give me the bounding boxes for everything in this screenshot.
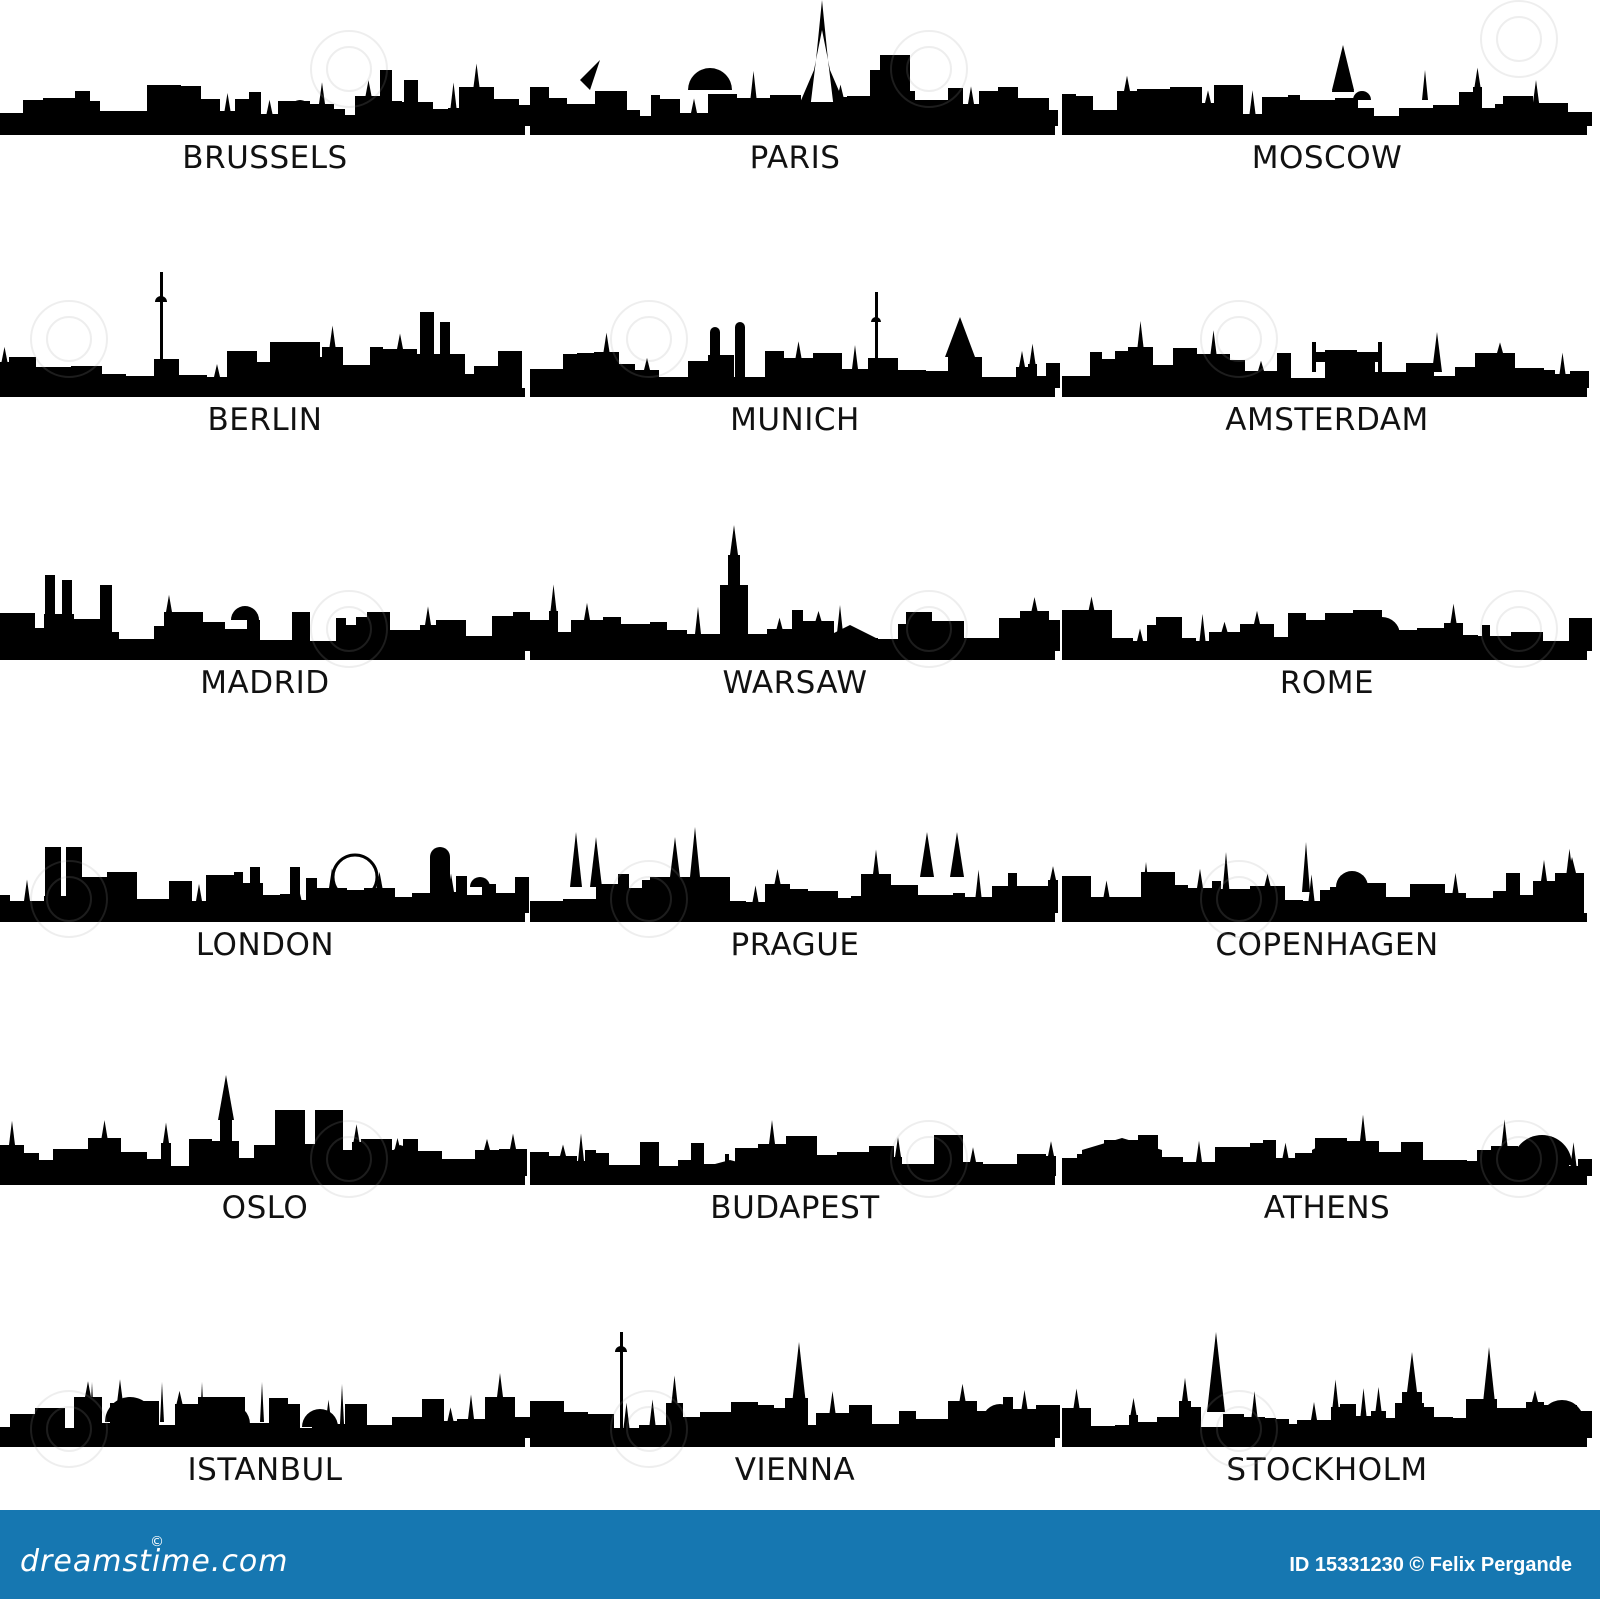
city-label-athens: ATHENS [1263, 1190, 1391, 1226]
skyline-panel-oslo: OSLO [0, 1050, 530, 1290]
watermark-swirl [310, 590, 388, 668]
watermark-swirl [1200, 300, 1278, 378]
watermark-swirl [890, 590, 968, 668]
skyline-silhouette-oslo [0, 1075, 527, 1185]
skyline-panel-warsaw: WARSAW [530, 525, 1060, 765]
skyline-silhouette-munich [530, 292, 1060, 397]
skyline-grid: BRUSSELS PARIS MOSCOW BERLIN MUNICH AMSTERDAM… [0, 0, 1592, 1488]
watermark-swirl [1480, 0, 1558, 78]
skyline-silhouette-copenhagen [1062, 842, 1587, 922]
city-label-paris: PARIS [749, 140, 841, 176]
city-label-brussels: BRUSSELS [182, 140, 348, 176]
stock-footer-bar: dreamstime.com © ID 15331230 © Felix Per… [0, 1510, 1600, 1599]
skyline-panel-berlin: BERLIN [0, 262, 530, 502]
city-label-madrid: MADRID [200, 665, 330, 701]
watermark-swirl [310, 30, 388, 108]
skyline-silhouette-budapest [530, 1119, 1056, 1185]
city-label-budapest: BUDAPEST [710, 1190, 880, 1226]
skyline-panel-munich: MUNICH [530, 262, 1060, 502]
city-label-vienna: VIENNA [734, 1452, 856, 1488]
city-label-amsterdam: AMSTERDAM [1225, 402, 1429, 438]
city-label-copenhagen: COPENHAGEN [1215, 927, 1439, 963]
skyline-panel-paris: PARIS [530, 0, 1060, 240]
watermark-swirl [890, 30, 968, 108]
city-label-moscow: MOSCOW [1251, 140, 1403, 176]
city-label-rome: ROME [1279, 665, 1375, 701]
city-label-london: LONDON [195, 927, 335, 963]
skyline-panel-moscow: MOSCOW [1062, 0, 1592, 240]
city-label-munich: MUNICH [730, 402, 860, 438]
skyline-silhouette-paris [530, 0, 1058, 135]
skyline-panel-prague: PRAGUE [530, 787, 1060, 1027]
skyline-panel-copenhagen: COPENHAGEN [1062, 787, 1592, 1027]
watermark-swirl [1200, 1390, 1278, 1468]
city-label-stockholm: STOCKHOLM [1226, 1452, 1428, 1488]
watermark-swirl [1480, 590, 1558, 668]
skyline-panel-brussels: BRUSSELS [0, 0, 530, 240]
watermark-swirl [310, 1120, 388, 1198]
skyline-panel-vienna: VIENNA [530, 1312, 1060, 1552]
city-label-warsaw: WARSAW [722, 665, 868, 701]
watermark-swirl [30, 300, 108, 378]
watermark-swirl [1200, 860, 1278, 938]
copyright-mark: © [150, 1534, 164, 1550]
image-id-credit: ID 15331230 © Felix Pergande [1289, 1554, 1572, 1576]
skyline-silhouette-brussels [0, 63, 530, 135]
watermark-swirl [890, 1120, 968, 1198]
skyline-panel-budapest: BUDAPEST [530, 1050, 1060, 1290]
dreamstime-logo: dreamstime.com [20, 1544, 289, 1579]
skyline-silhouette-moscow [1062, 45, 1592, 135]
city-label-oslo: OSLO [221, 1190, 309, 1226]
city-label-istanbul: ISTANBUL [187, 1452, 343, 1488]
city-label-prague: PRAGUE [730, 927, 860, 963]
skyline-silhouette-berlin [0, 272, 525, 397]
skyline-panel-amsterdam: AMSTERDAM [1062, 262, 1592, 502]
watermark-swirl [610, 300, 688, 378]
skyline-silhouette-vienna [530, 1332, 1060, 1447]
skyline-panel-madrid: MADRID [0, 525, 530, 765]
watermark-swirl [1480, 1120, 1558, 1198]
skyline-silhouette-warsaw [530, 525, 1060, 660]
watermark-swirl [30, 1390, 108, 1468]
watermark-swirl [30, 860, 108, 938]
watermark-swirl [610, 860, 688, 938]
skyline-silhouette-madrid [0, 575, 530, 660]
watermark-swirl [610, 1390, 688, 1468]
skyline-silhouette-amsterdam [1062, 321, 1589, 397]
city-label-berlin: BERLIN [207, 402, 323, 438]
skyline-silhouette-stockholm [1062, 1332, 1592, 1447]
